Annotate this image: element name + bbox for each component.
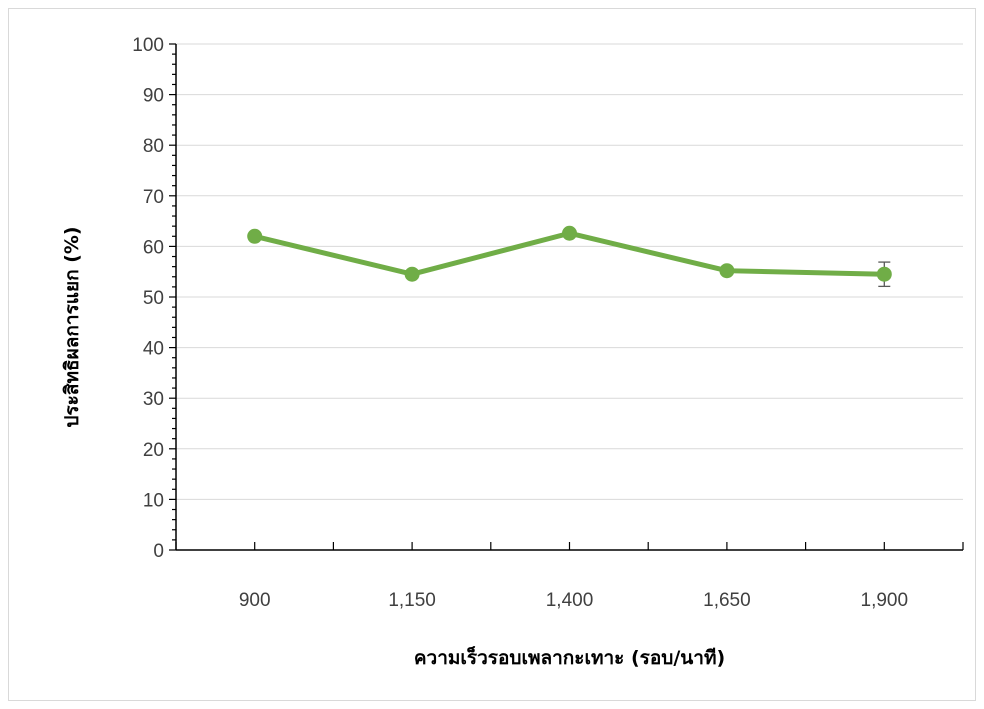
y-tick-label: 60: [143, 237, 164, 258]
y-tick-label: 90: [143, 86, 164, 107]
y-tick-label: 40: [143, 339, 164, 360]
y-tick-label: 30: [143, 389, 164, 410]
y-tick-label: 0: [153, 541, 164, 562]
y-tick-labels: 0 10 20 30 40 50 60 70 80 90 100: [132, 35, 164, 562]
data-point: [719, 263, 735, 279]
y-tick-label: 10: [143, 490, 164, 511]
y-tick-label: 50: [143, 288, 164, 309]
y-axis-title: ประสิทธิผลการแยก (%): [61, 226, 83, 427]
gridlines: [176, 43, 963, 500]
x-axis-title: ความเร็วรอบเพลากะเทาะ (รอบ/นาที): [414, 645, 725, 669]
x-tick-label: 1,650: [703, 590, 751, 611]
y-tick-label: 70: [143, 187, 164, 208]
axes: [169, 43, 964, 551]
y-tick-label: 100: [132, 35, 164, 56]
chart-frame: [8, 8, 976, 701]
data-point: [876, 266, 892, 282]
y-tick-label: 80: [143, 136, 164, 157]
x-tick-label: 1,400: [546, 590, 594, 611]
y-tick-label: 20: [143, 440, 164, 461]
data-point: [404, 266, 420, 282]
data-point: [562, 225, 577, 241]
x-tick-label: 900: [239, 590, 271, 611]
data-point: [247, 228, 263, 244]
series-layer: [247, 225, 892, 288]
x-tick-label: 1,900: [861, 590, 909, 611]
x-tick-labels: 900 1,150 1,400 1,650 1,900: [239, 590, 908, 611]
x-tick-label: 1,150: [388, 590, 436, 611]
